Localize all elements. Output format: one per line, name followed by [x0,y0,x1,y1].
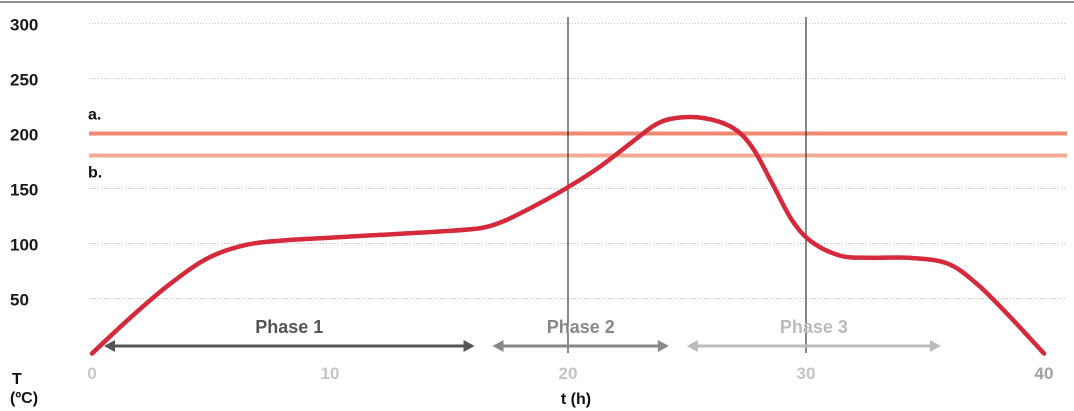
x-tick-30: 30 [797,364,816,383]
phase-2-label: Phase 2 [547,317,615,337]
x-tick-labels: 0 10 20 30 40 [87,364,1053,383]
phase-3-arrowhead-right [929,340,941,352]
x-tick-20: 20 [559,364,578,383]
y-tick-150: 150 [10,181,38,200]
phase-arrows: Phase 1 Phase 2 Phase 3 [104,317,941,352]
x-tick-40: 40 [1035,364,1054,383]
y-tick-100: 100 [10,236,38,255]
x-tick-0: 0 [87,364,96,383]
phase-1-label: Phase 1 [255,317,323,337]
y-axis-label-line2: (ºC) [10,390,38,407]
y-tick-250: 250 [10,71,38,90]
y-tick-300: 300 [10,16,38,35]
phase-3-label: Phase 3 [780,317,848,337]
reference-lines: a. b. [88,107,1067,182]
reference-label-b: b. [88,165,102,182]
series [89,114,1047,356]
y-tick-50: 50 [10,291,29,310]
reference-label-a: a. [88,107,101,124]
phase-2-arrowhead-left [492,340,504,352]
phase-3-arrow: Phase 3 [686,317,941,352]
phase-2-arrow: Phase 2 [492,317,669,352]
phase-3-arrowhead-left [686,340,698,352]
phase-boundaries [567,17,807,353]
phase-1-arrowhead-right [463,340,475,352]
phase-1-arrowhead-left [104,340,115,352]
y-axis-label-line1: T [12,371,22,388]
x-tick-10: 10 [321,364,340,383]
y-tick-200: 200 [10,126,38,145]
phase-1-arrow: Phase 1 [104,317,475,352]
y-tick-labels: 50 100 150 200 250 300 [10,16,38,310]
temperature-curve-0 [89,114,1047,356]
phase-2-arrowhead-right [657,340,669,352]
x-axis-label: t (h) [561,391,591,408]
